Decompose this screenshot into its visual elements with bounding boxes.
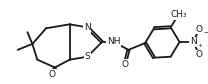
Text: +: + xyxy=(197,43,202,48)
Text: O: O xyxy=(48,70,56,79)
Text: N: N xyxy=(190,37,197,47)
Text: CH₃: CH₃ xyxy=(170,10,187,19)
Text: O: O xyxy=(121,60,128,69)
Text: N: N xyxy=(84,23,91,32)
Text: −: − xyxy=(203,30,208,35)
Text: O: O xyxy=(196,25,203,34)
Text: S: S xyxy=(84,52,90,61)
Text: NH: NH xyxy=(107,37,121,47)
Text: O: O xyxy=(196,50,203,59)
